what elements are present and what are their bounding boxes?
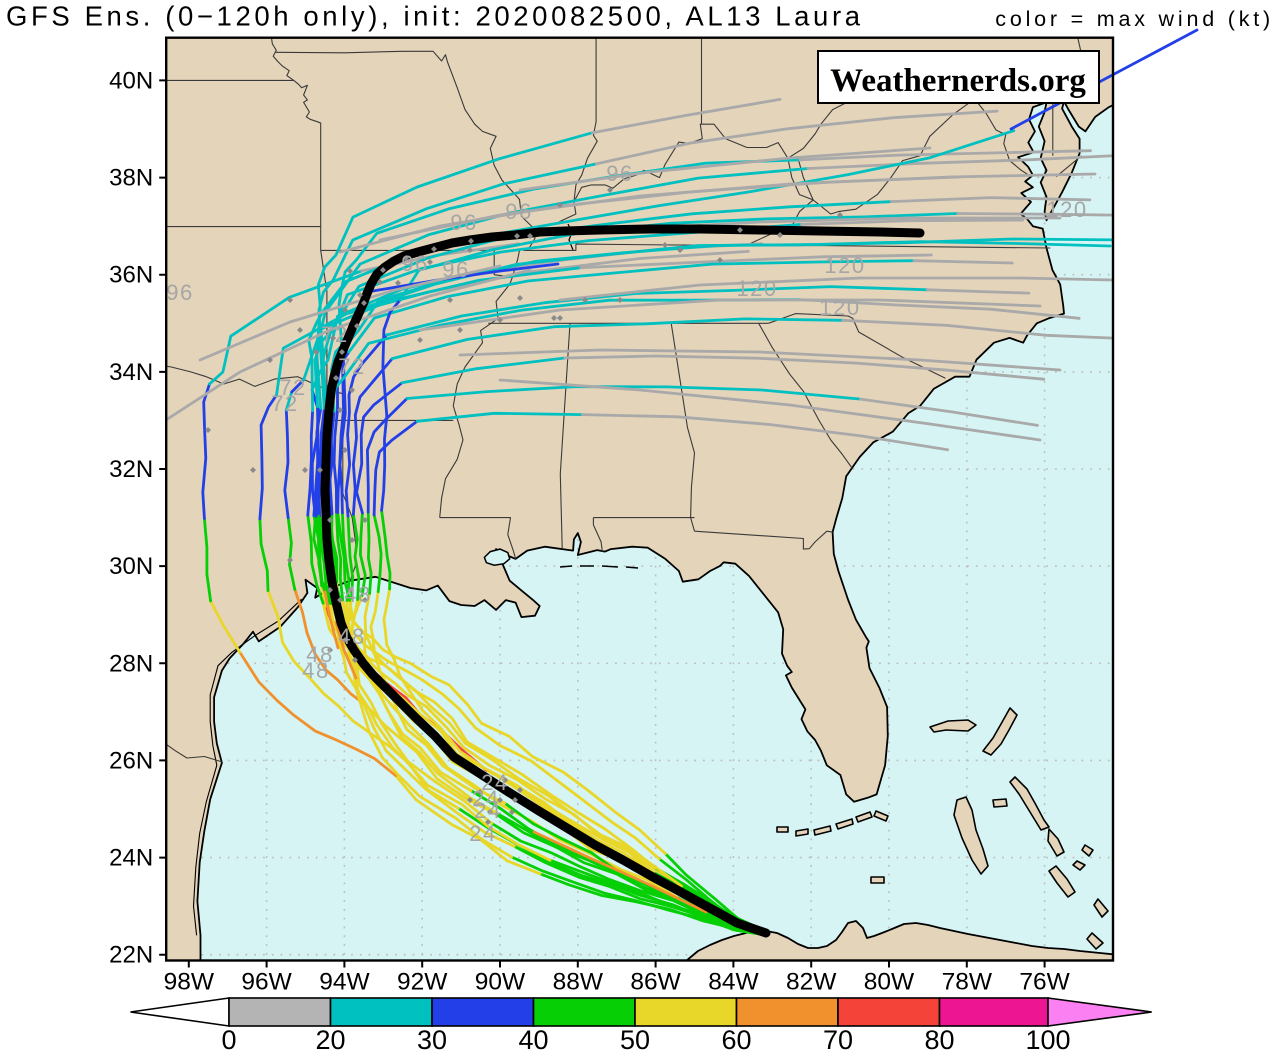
svg-text:30N: 30N xyxy=(109,553,153,580)
svg-text:24: 24 xyxy=(481,770,508,795)
svg-text:38N: 38N xyxy=(109,165,153,192)
svg-text:94W: 94W xyxy=(319,969,370,996)
svg-text:120: 120 xyxy=(819,295,860,320)
svg-text:48: 48 xyxy=(344,582,371,607)
svg-text:24: 24 xyxy=(469,821,496,846)
svg-text:76W: 76W xyxy=(1019,969,1070,996)
svg-text:120: 120 xyxy=(824,253,865,278)
svg-text:96W: 96W xyxy=(241,969,292,996)
svg-text:72: 72 xyxy=(279,375,306,400)
svg-text:50: 50 xyxy=(620,1025,650,1055)
svg-text:96: 96 xyxy=(505,199,532,224)
svg-text:28N: 28N xyxy=(109,650,153,677)
svg-text:96: 96 xyxy=(401,251,428,276)
svg-text:86W: 86W xyxy=(630,969,681,996)
svg-text:84W: 84W xyxy=(708,969,759,996)
svg-text:72: 72 xyxy=(271,391,298,416)
svg-text:24: 24 xyxy=(474,798,501,823)
svg-text:120: 120 xyxy=(1046,197,1087,222)
svg-text:Weathernerds.org: Weathernerds.org xyxy=(830,63,1086,99)
svg-text:color = max wind (kt): color = max wind (kt) xyxy=(995,7,1274,31)
svg-text:0: 0 xyxy=(221,1025,236,1055)
svg-text:40: 40 xyxy=(518,1025,548,1055)
svg-text:98W: 98W xyxy=(164,969,215,996)
svg-text:40N: 40N xyxy=(109,67,153,94)
svg-text:72: 72 xyxy=(321,322,348,347)
svg-text:72: 72 xyxy=(338,354,365,379)
svg-text:32N: 32N xyxy=(109,456,153,483)
svg-text:GFS Ens. (0−120h only), init:: GFS Ens. (0−120h only), init: 2020082500… xyxy=(6,1,864,32)
svg-text:26N: 26N xyxy=(109,747,153,774)
svg-text:20: 20 xyxy=(315,1025,345,1055)
svg-text:96: 96 xyxy=(442,257,469,282)
svg-text:48: 48 xyxy=(338,624,365,649)
svg-text:70: 70 xyxy=(823,1025,853,1055)
svg-text:80W: 80W xyxy=(864,969,915,996)
svg-text:34N: 34N xyxy=(109,359,153,386)
svg-text:96: 96 xyxy=(606,161,633,186)
svg-text:60: 60 xyxy=(721,1025,751,1055)
svg-text:100: 100 xyxy=(1025,1025,1070,1055)
svg-text:80: 80 xyxy=(924,1025,954,1055)
svg-text:78W: 78W xyxy=(942,969,993,996)
svg-text:92W: 92W xyxy=(397,969,448,996)
svg-text:96: 96 xyxy=(450,210,477,235)
svg-text:36N: 36N xyxy=(109,262,153,289)
svg-text:88W: 88W xyxy=(553,969,604,996)
svg-text:82W: 82W xyxy=(786,969,837,996)
svg-text:48: 48 xyxy=(302,658,329,683)
svg-text:90W: 90W xyxy=(475,969,526,996)
svg-text:30: 30 xyxy=(417,1025,447,1055)
svg-text:22N: 22N xyxy=(109,942,153,969)
svg-text:24: 24 xyxy=(472,786,499,811)
svg-text:96: 96 xyxy=(166,280,193,305)
svg-text:48: 48 xyxy=(306,642,333,667)
svg-text:24N: 24N xyxy=(109,845,153,872)
svg-text:120: 120 xyxy=(736,276,777,301)
